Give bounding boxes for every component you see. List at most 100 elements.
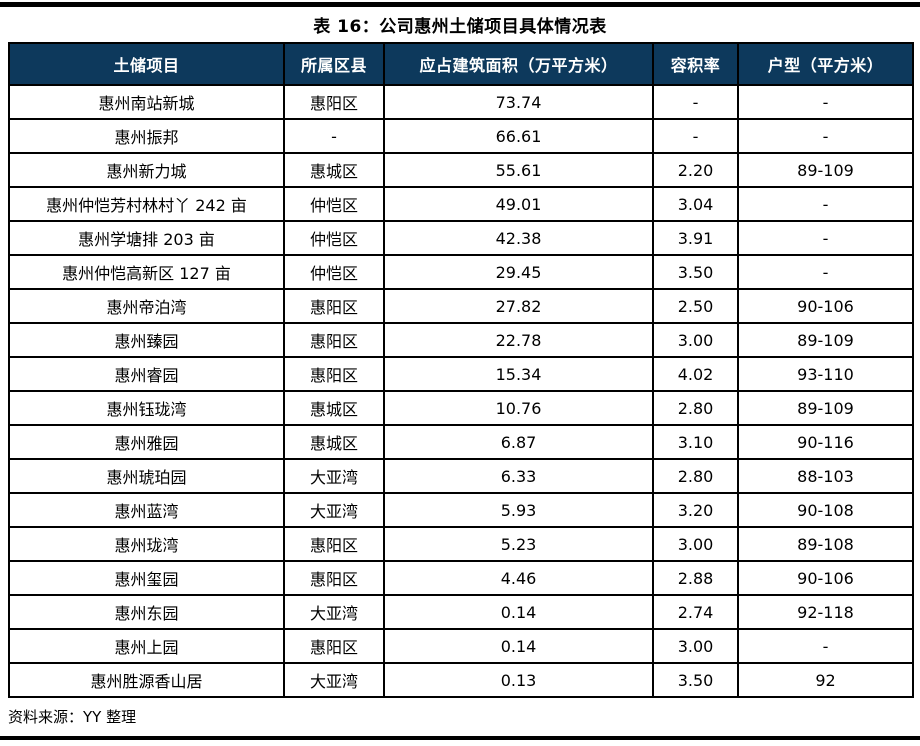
table-cell: 89-109 (737, 152, 914, 188)
table-cell: 22.78 (383, 322, 654, 358)
table-row: 惠州睿园 惠阳区 15.34 4.02 93-110 (8, 356, 914, 392)
table-cell: 仲恺区 (283, 220, 385, 256)
table-cell: 惠州睿园 (8, 356, 285, 392)
table-row: 惠州蓝湾 大亚湾 5.93 3.20 90-108 (8, 492, 914, 528)
table-cell: 惠阳区 (283, 560, 385, 596)
column-header: 容积率 (652, 42, 739, 86)
table-cell: 90-116 (737, 424, 914, 460)
table-cell: 90-106 (737, 560, 914, 596)
table-cell: 0.14 (383, 594, 654, 630)
table-cell: - (737, 118, 914, 154)
table-row: 惠州钰珑湾 惠城区 10.76 2.80 89-109 (8, 390, 914, 426)
table-cell: 89-109 (737, 390, 914, 426)
table-row: 惠州新力城 惠城区 55.61 2.20 89-109 (8, 152, 914, 188)
table-cell: 惠阳区 (283, 526, 385, 562)
table-cell: 4.02 (652, 356, 739, 392)
table-cell: 2.80 (652, 390, 739, 426)
table-cell: 0.13 (383, 662, 654, 698)
table-cell: 3.00 (652, 322, 739, 358)
table-cell: 73.74 (383, 84, 654, 120)
table-cell: 3.50 (652, 254, 739, 290)
table-cell: 惠州新力城 (8, 152, 285, 188)
table-cell: 惠州蓝湾 (8, 492, 285, 528)
table-cell: 惠阳区 (283, 84, 385, 120)
table-cell: 大亚湾 (283, 492, 385, 528)
table-cell: 88-103 (737, 458, 914, 494)
table-cell: 惠城区 (283, 152, 385, 188)
table-row: 惠州雅园 惠城区 6.87 3.10 90-116 (8, 424, 914, 460)
table-body: 惠州南站新城 惠阳区 73.74- - 惠州振邦 -66.61- - 惠州新力城 惠城区 55.6… (8, 84, 914, 698)
table-cell: 3.50 (652, 662, 739, 698)
table-cell: 大亚湾 (283, 662, 385, 698)
table-cell: 6.33 (383, 458, 654, 494)
table-row: 惠州学塘排 203 亩仲恺区 42.38 3.91- (8, 220, 914, 256)
table-cell: 3.00 (652, 526, 739, 562)
table-cell: 2.88 (652, 560, 739, 596)
table-cell: - (737, 628, 914, 664)
table-cell: 惠州东园 (8, 594, 285, 630)
table-cell: 惠州仲恺高新区 127 亩 (8, 254, 285, 290)
table-cell: 90-108 (737, 492, 914, 528)
column-header: 应占建筑面积（万平方米） (383, 42, 654, 86)
table-cell: 6.87 (383, 424, 654, 460)
table-cell: 惠城区 (283, 390, 385, 426)
table-cell: 29.45 (383, 254, 654, 290)
table-cell: 55.61 (383, 152, 654, 188)
table-cell: 惠州上园 (8, 628, 285, 664)
table-cell: - (737, 220, 914, 256)
table-cell: 惠州钰珑湾 (8, 390, 285, 426)
table-cell: - (283, 118, 385, 154)
table-title: 表 16：公司惠州土储项目具体情况表 (313, 17, 607, 37)
column-header: 所属区县 (283, 42, 385, 86)
table-cell: - (652, 118, 739, 154)
table-cell: 惠州南站新城 (8, 84, 285, 120)
table-cell: 93-110 (737, 356, 914, 392)
table-row: 惠州仲恺高新区 127 亩仲恺区 29.45 3.50- (8, 254, 914, 290)
table-row: 惠州珑湾 惠阳区 5.23 3.00 89-108 (8, 526, 914, 562)
table-cell: 5.23 (383, 526, 654, 562)
table-cell: 90-106 (737, 288, 914, 324)
table-cell: - (737, 186, 914, 222)
table-cell: 15.34 (383, 356, 654, 392)
table-cell: 0.14 (383, 628, 654, 664)
table-cell: 27.82 (383, 288, 654, 324)
table-cell: 4.46 (383, 560, 654, 596)
table-cell: 2.50 (652, 288, 739, 324)
source-note: 资料来源：YY 整理 (8, 708, 137, 726)
table-cell: 惠州胜源香山居 (8, 662, 285, 698)
table-row: 惠州上园 惠阳区 0.14 3.00- (8, 628, 914, 664)
table-row: 惠州东园 大亚湾 0.14 2.74 92-118 (8, 594, 914, 630)
table-cell: 89-108 (737, 526, 914, 562)
table-cell: - (737, 84, 914, 120)
table-cell: 49.01 (383, 186, 654, 222)
table-cell: - (737, 254, 914, 290)
table-cell: 3.04 (652, 186, 739, 222)
table-cell: 3.00 (652, 628, 739, 664)
table-cell: 仲恺区 (283, 186, 385, 222)
table-cell: 惠州仲恺芳村林村丫 242 亩 (8, 186, 285, 222)
table-cell: 惠阳区 (283, 288, 385, 324)
table-cell: 惠州振邦 (8, 118, 285, 154)
table-cell: - (652, 84, 739, 120)
table-cell: 惠阳区 (283, 628, 385, 664)
land-reserve-table: 土储项目 所属区县 应占建筑面积（万平方米） 容积率 户型（平方米） 惠州南站新城 惠阳区… (8, 42, 914, 698)
table-cell: 惠州玺园 (8, 560, 285, 596)
table-cell: 92 (737, 662, 914, 698)
table-cell: 惠阳区 (283, 322, 385, 358)
table-cell: 3.20 (652, 492, 739, 528)
table-header-row: 土储项目 所属区县 应占建筑面积（万平方米） 容积率 户型（平方米） (8, 42, 914, 86)
bottom-rule (0, 736, 920, 740)
table-row: 惠州臻园 惠阳区 22.78 3.00 89-109 (8, 322, 914, 358)
table-cell: 惠城区 (283, 424, 385, 460)
column-header: 土储项目 (8, 42, 285, 86)
table-cell: 3.10 (652, 424, 739, 460)
table-cell: 大亚湾 (283, 594, 385, 630)
table-row: 惠州胜源香山居 大亚湾 0.13 3.50 92 (8, 662, 914, 698)
table-cell: 42.38 (383, 220, 654, 256)
table-cell: 5.93 (383, 492, 654, 528)
table-cell: 10.76 (383, 390, 654, 426)
table-row: 惠州南站新城 惠阳区 73.74- - (8, 84, 914, 120)
table-cell: 仲恺区 (283, 254, 385, 290)
table-row: 惠州仲恺芳村林村丫 242 亩仲恺区 49.01 3.04- (8, 186, 914, 222)
table-cell: 2.80 (652, 458, 739, 494)
